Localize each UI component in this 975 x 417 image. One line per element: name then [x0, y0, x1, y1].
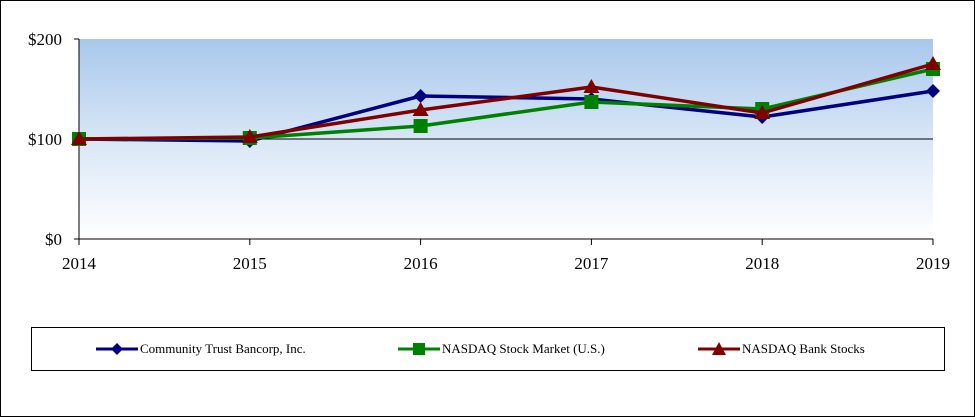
legend-entry-nasdaq-bank: NASDAQ Bank Stocks: [696, 328, 865, 370]
data-point-triangle: [71, 131, 87, 145]
y-tick-label: $100: [28, 130, 62, 149]
data-point-square: [413, 119, 428, 133]
legend-entry-community-trust: Community Trust Bancorp, Inc.: [94, 328, 306, 370]
data-point-triangle: [241, 129, 258, 143]
x-tick-label: 2016: [404, 254, 438, 273]
data-point-triangle: [925, 56, 941, 70]
x-tick-label: 2014: [62, 254, 97, 273]
data-point-triangle: [412, 102, 429, 116]
legend-swatch-square-icon: [398, 343, 440, 355]
legend-label-nasdaq-bank: NASDAQ Bank Stocks: [742, 341, 865, 356]
data-point-diamond: [413, 89, 428, 103]
data-point-triangle: [583, 79, 600, 93]
x-tick-label: 2019: [916, 254, 950, 273]
legend-label-nasdaq-market: NASDAQ Stock Market (U.S.): [442, 341, 605, 356]
x-tick-label: 2015: [233, 254, 267, 273]
legend-swatch-triangle-icon: [698, 342, 740, 355]
x-tick-label: 2017: [574, 254, 609, 273]
data-point-triangle: [754, 105, 771, 119]
y-tick-label: $0: [45, 230, 62, 249]
x-tick-label: 2018: [745, 254, 779, 273]
legend-swatch-diamond-icon: [96, 343, 138, 355]
legend-entry-nasdaq-market: NASDAQ Stock Market (U.S.): [396, 328, 605, 370]
data-point-square: [584, 95, 599, 109]
y-tick-label: $200: [28, 30, 62, 49]
data-point-diamond: [926, 84, 940, 98]
series-line-2: [78, 62, 934, 141]
legend: Community Trust Bancorp, Inc. NASDAQ Sto…: [31, 327, 945, 371]
legend-label-community-trust: Community Trust Bancorp, Inc.: [140, 341, 306, 356]
